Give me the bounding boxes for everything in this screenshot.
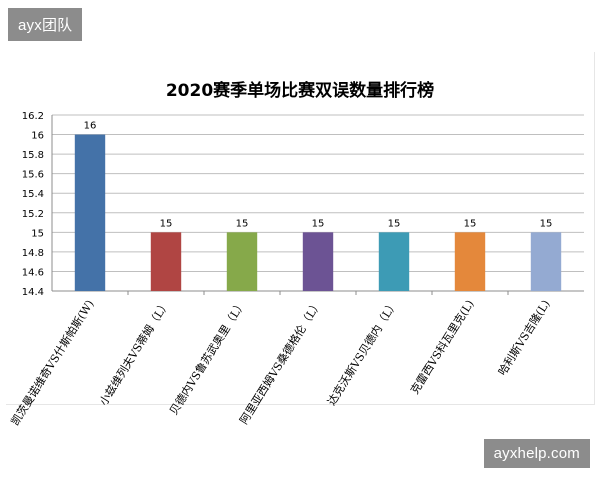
x-tick-label: 凯茨曼诺维奇VS什斯帕斯(W) (8, 297, 97, 428)
bar (150, 232, 182, 291)
y-tick-label: 15.8 (22, 150, 44, 161)
y-tick-label: 14.4 (22, 287, 44, 298)
chart-frame (6, 52, 595, 405)
y-tick-label: 15.4 (22, 189, 44, 200)
chart-title: 2020赛季单场比赛双误数量排行榜 (166, 80, 434, 101)
watermark-top: ayx团队 (8, 8, 83, 41)
y-tick-label: 15.6 (22, 170, 44, 181)
bar (226, 232, 258, 291)
x-tick-label: 克雷西VS科瓦里克(L) (407, 297, 476, 396)
x-tick-label: 达克沃斯VS贝德内（L） (324, 297, 400, 408)
x-tick-label: 贝德内VS鲁苏武奥里（L） (166, 297, 248, 417)
x-tick-label: 哈利斯VS吉隆(L) (495, 297, 553, 378)
y-tick-label: 14.8 (22, 248, 44, 259)
data-label: 16 (84, 121, 97, 132)
x-tick-label: 阿里亚西姆VS桑德格伦（L） (236, 297, 324, 426)
bar (530, 232, 562, 291)
bar (454, 232, 486, 291)
watermark-bottom: ayxhelp.com (483, 439, 590, 468)
y-tick-label: 15 (31, 228, 44, 239)
y-tick-label: 14.6 (22, 267, 44, 278)
y-tick-label: 16.2 (22, 111, 44, 122)
data-label: 15 (540, 218, 553, 229)
bar (378, 232, 410, 291)
x-tick-label: 小兹维列夫VS蒂姆（L） (96, 297, 172, 408)
bar (74, 134, 106, 291)
data-label: 15 (236, 218, 249, 229)
bar (302, 232, 334, 291)
data-label: 15 (464, 218, 477, 229)
data-label: 15 (160, 218, 173, 229)
y-tick-label: 15.2 (22, 209, 44, 220)
data-label: 15 (312, 218, 325, 229)
y-tick-label: 16 (31, 131, 44, 142)
data-label: 15 (388, 218, 401, 229)
